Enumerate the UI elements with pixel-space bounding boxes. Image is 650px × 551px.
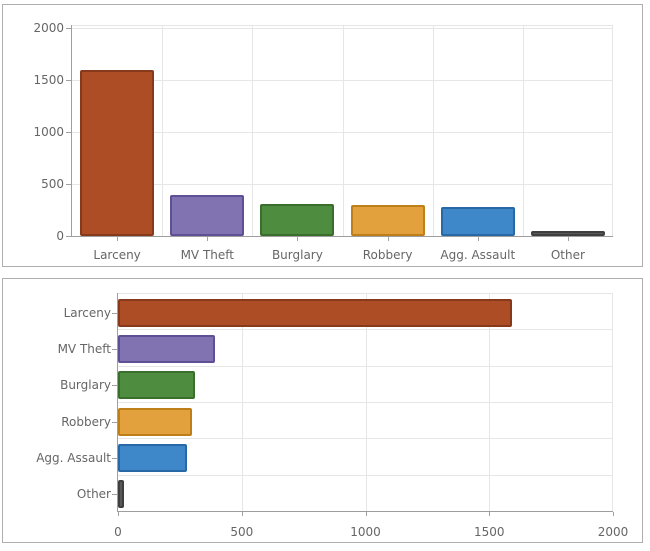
category-gridline [118,438,613,440]
category-label: Robbery [61,414,111,429]
column-bar-larceny [80,70,155,236]
x-axis-tick [613,512,614,516]
x-axis-tick [241,512,243,516]
y-axis-tick-label: 0 [56,229,64,243]
plot-frame-right [612,25,613,236]
bar-other [118,480,124,509]
y-axis-tick [112,457,117,459]
x-axis-tick [489,512,491,516]
y-axis-line [117,293,118,512]
y-axis-tick [66,131,71,133]
category-label: Burglary [271,248,323,262]
category-label: Agg. Assault [440,248,516,262]
category-label: Other [550,248,585,262]
x-axis-tick [567,237,569,241]
y-axis-tick [112,421,117,423]
category-gridline [342,25,344,236]
category-label: Burglary [60,378,111,393]
x-axis-tick-label: 500 [230,525,254,539]
bar-agg-assault [118,443,188,472]
category-label: Other [76,487,111,502]
category-gridline [432,25,434,236]
category-label: Larceny [93,248,141,262]
category-gridline [118,402,613,403]
y-axis-tick [66,183,71,185]
column-plot-area [72,25,613,236]
x-axis-tick [117,237,119,241]
y-axis-tick-label: 1000 [33,124,64,139]
bar-burglary [118,371,195,400]
y-axis-line [71,25,72,237]
y-axis-tick [112,348,117,350]
y-axis-tick [66,236,71,237]
category-label: Robbery [362,248,413,262]
x-axis-line [117,511,613,512]
bar-larceny [118,298,512,327]
x-axis-tick [387,237,389,241]
column-bar-mv-theft [170,195,245,236]
x-axis-tick-label: 0 [114,525,122,539]
bar-mv-theft [118,334,215,363]
y-axis-tick [66,79,71,81]
bar-chart-panel: Larceny MV Theft Burglary Robbery Agg. Assau… [2,278,643,543]
x-axis-tick [118,512,119,516]
category-gridline [252,25,254,236]
category-label: Agg. Assault [36,450,111,465]
category-gridline [118,329,613,331]
x-axis-tick-label: 1000 [350,525,381,539]
x-axis-tick-label: 1500 [474,525,505,539]
column-bar-robbery [350,204,425,236]
y-axis-tick [112,494,117,496]
x-axis-tick-label: 2000 [597,525,629,539]
x-axis-tick [297,237,299,241]
bar-plot-area [118,293,613,511]
category-label: Larceny [63,305,111,320]
y-axis-tick [66,27,71,29]
x-axis-line [71,236,613,237]
column-bar-other [530,231,605,236]
y-axis-tick [112,385,117,387]
x-axis-tick [477,237,479,241]
y-axis-tick-label: 500 [41,176,64,191]
column-chart-panel: 0 500 1000 1500 2000 Larceny MV Theft Burglary R… [2,4,643,267]
category-gridline [522,25,524,236]
x-axis-tick [207,237,209,241]
x-axis-tick [365,512,367,516]
bar-robbery [118,407,193,436]
category-gridline [162,25,164,236]
category-gridline [118,365,613,367]
category-label: MV Theft [180,248,234,262]
y-axis-tick-label: 2000 [33,20,64,35]
category-label: MV Theft [57,341,111,356]
y-axis-tick-label: 1500 [33,72,64,87]
y-axis-tick [112,312,117,314]
category-gridline [118,474,613,476]
column-bar-agg-assault [440,206,515,236]
column-bar-burglary [260,203,335,236]
